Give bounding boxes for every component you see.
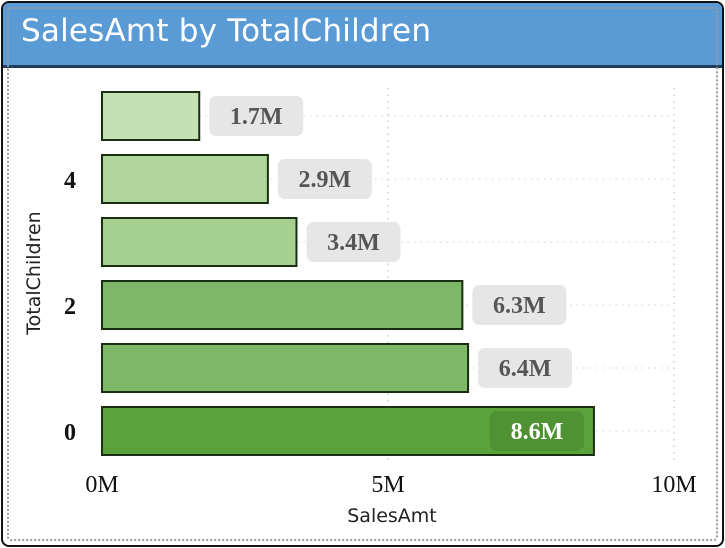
data-label: 6.3M <box>472 285 567 325</box>
x-tick-label: 10M <box>651 472 696 498</box>
data-label-text: 6.3M <box>493 293 546 319</box>
data-label-background <box>209 96 304 136</box>
y-tick-label: 4 <box>64 168 76 194</box>
data-label-background <box>478 348 573 388</box>
data-label-background <box>489 411 584 451</box>
x-axis-title: SalesAmt <box>347 505 437 527</box>
title-bar: SalesAmt by TotalChildren <box>3 3 722 68</box>
bar <box>101 91 201 141</box>
y-axis-title: TotalChildren <box>23 211 45 335</box>
y-tick-label: 2 <box>64 294 76 320</box>
bar <box>101 154 269 204</box>
bar <box>101 280 464 330</box>
data-label: 6.4M <box>478 348 573 388</box>
data-label-background <box>306 222 401 262</box>
data-label-background <box>472 285 567 325</box>
data-label-text: 3.4M <box>327 230 380 256</box>
data-label-text: 1.7M <box>230 104 283 130</box>
data-label-text: 2.9M <box>299 167 352 193</box>
data-label: 2.9M <box>277 159 372 199</box>
data-label-text: 6.4M <box>499 356 552 382</box>
data-label-text: 8.6M <box>511 419 564 445</box>
data-label-background <box>277 159 372 199</box>
data-label: 3.4M <box>306 222 401 262</box>
bar <box>101 343 470 393</box>
bar <box>101 217 298 267</box>
data-label: 1.7M <box>209 96 304 136</box>
y-tick-label: 0 <box>64 420 76 446</box>
chart-title: SalesAmt by TotalChildren <box>21 13 432 49</box>
x-tick-label: 5M <box>371 472 404 498</box>
data-label: 8.6M <box>489 411 584 451</box>
x-tick-label: 0M <box>85 472 118 498</box>
